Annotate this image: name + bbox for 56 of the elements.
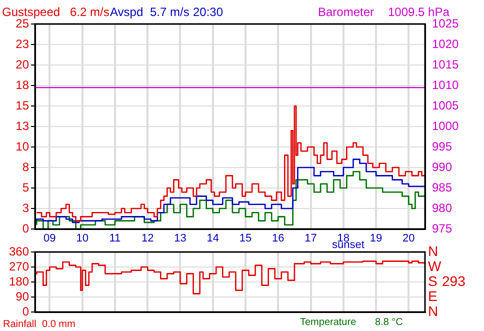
x-tick-label: 19 <box>370 232 382 245</box>
x-tick-label: 13 <box>174 232 186 245</box>
y2-tick-label: 1000 <box>432 118 460 133</box>
text: Gustspeed <box>2 5 60 19</box>
text: Avspd <box>110 5 144 19</box>
text: 1009.5 hPa <box>388 5 450 19</box>
y-tick-label: 10 <box>16 139 30 154</box>
y2-tick-label: 1015 <box>432 57 460 72</box>
y-tick-label: 20 <box>16 57 30 72</box>
y-tick-label: 90 <box>16 289 30 304</box>
y-tick-label: 8 <box>22 160 30 174</box>
text: 6.2 m/s <box>70 5 110 19</box>
y-tick-label: 180 <box>8 274 30 288</box>
y-tick-label: 15 <box>16 98 30 112</box>
x-tick-label: 20 <box>402 232 415 245</box>
y2-tick-label: 980 <box>432 200 452 215</box>
y2-tick-label: 990 <box>432 160 452 174</box>
x-tick-label: 09 <box>44 232 56 245</box>
text: Barometer <box>318 5 374 19</box>
x-tick-label: 14 <box>206 232 219 245</box>
y-tick-label: 360 <box>8 244 30 258</box>
y2-tick-label: 1010 <box>432 78 460 92</box>
x-tick-label: 17 <box>304 232 317 245</box>
text: 293 <box>442 273 466 289</box>
y-tick-label: 13 <box>16 118 30 133</box>
text: sunset <box>332 239 364 252</box>
y2-tick-label: 985 <box>432 180 452 194</box>
y-tick-label: 0 <box>22 304 30 318</box>
y-tick-label: 270 <box>8 259 30 274</box>
text: 5.7 m/s <box>150 5 190 19</box>
y-tick-label: 0 <box>22 221 30 236</box>
y2-tick-label: 1005 <box>432 98 460 112</box>
y-tick-label: 5 <box>22 180 30 194</box>
text: S <box>428 273 438 289</box>
y-tick-label: 23 <box>16 36 30 51</box>
text: N <box>428 303 438 319</box>
x-tick-label: 15 <box>239 232 252 245</box>
x-tick-label: 11 <box>109 232 121 245</box>
text: Temperature <box>300 316 356 330</box>
text: 0.0 mm <box>42 318 76 331</box>
y2-tick-label: 1025 <box>432 16 460 30</box>
x-tick-label: 12 <box>141 232 154 245</box>
text: Rainfall <box>3 318 36 331</box>
x-tick-label: 10 <box>76 232 88 245</box>
y2-tick-label: 975 <box>432 221 452 236</box>
y-tick-label: 25 <box>16 16 30 30</box>
y2-tick-label: 995 <box>432 139 452 154</box>
text: N <box>428 243 438 259</box>
text: W <box>428 258 442 274</box>
text: 20:30 <box>193 5 224 19</box>
text: E <box>428 288 438 304</box>
text: 8.8 °C <box>375 316 403 330</box>
y2-tick-label: 1020 <box>432 36 460 51</box>
y-tick-label: 3 <box>22 200 30 215</box>
x-tick-label: 16 <box>272 232 284 245</box>
y-tick-label: 18 <box>16 78 30 92</box>
